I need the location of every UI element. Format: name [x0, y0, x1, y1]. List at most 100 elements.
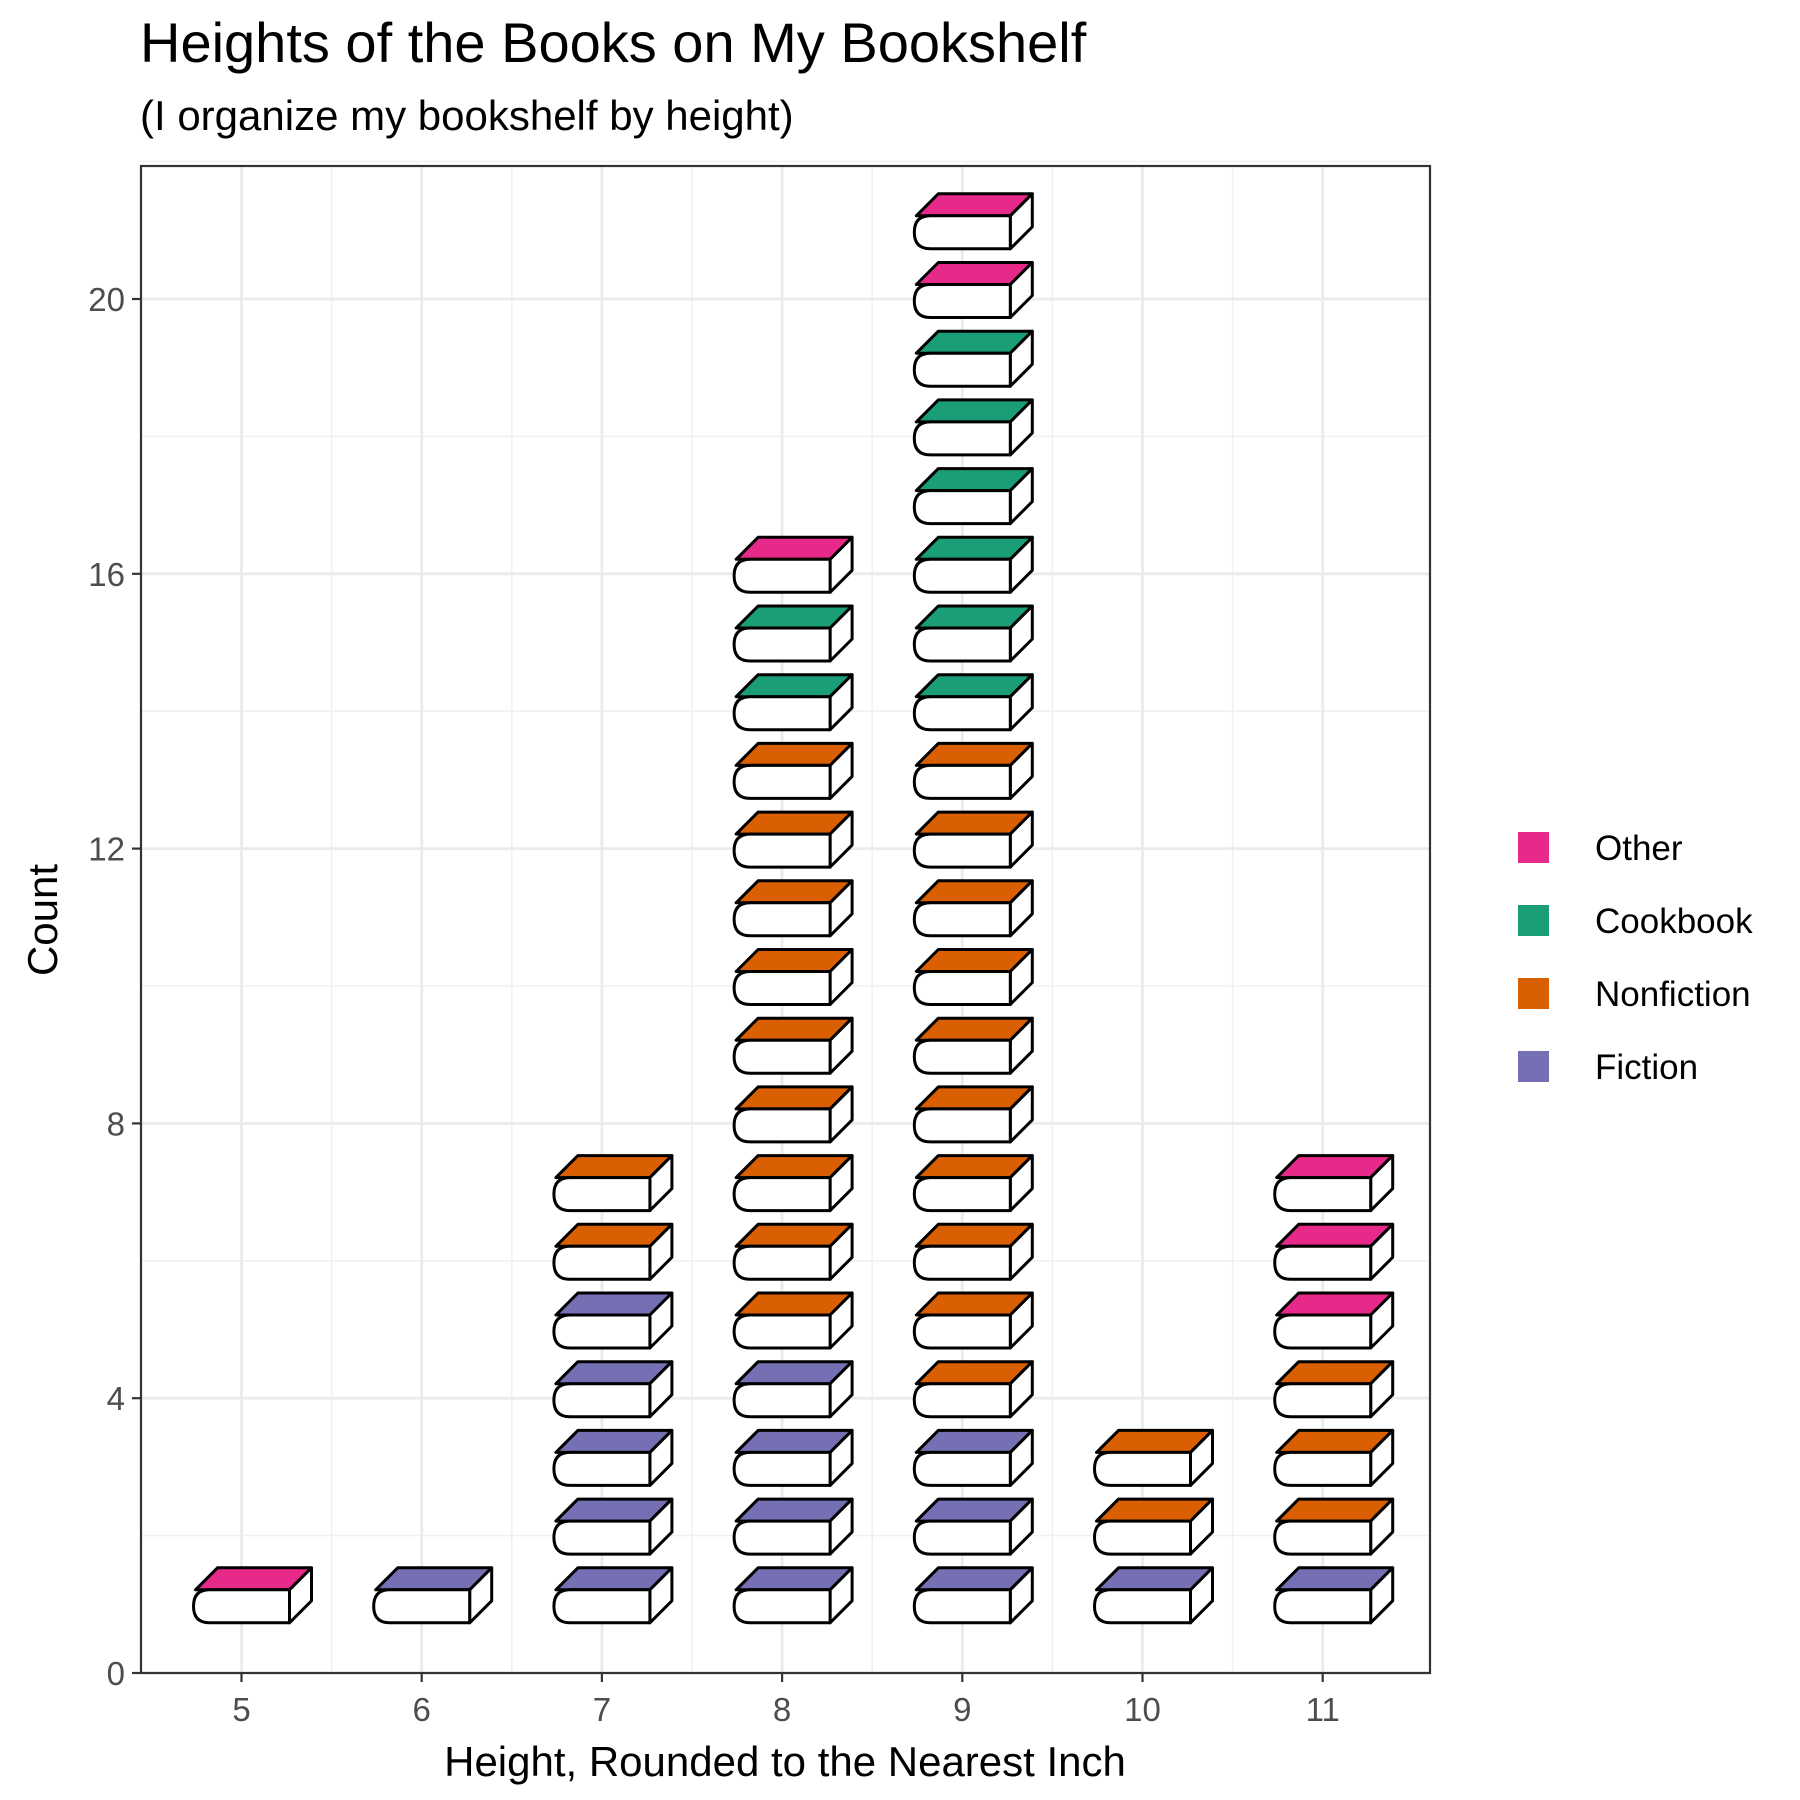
- book-nonfiction: [912, 1085, 1034, 1144]
- book-glyphs: [192, 192, 1395, 1625]
- book-nonfiction: [1273, 1360, 1395, 1419]
- book-spine: [912, 1519, 1012, 1556]
- book-spine: [552, 1313, 652, 1350]
- book-nonfiction: [732, 810, 854, 869]
- book-other: [192, 1566, 313, 1625]
- book-nonfiction: [732, 1016, 854, 1075]
- book-spine: [552, 1382, 652, 1419]
- book-fiction: [552, 1566, 674, 1625]
- x-tick-label: 6: [413, 1691, 431, 1728]
- book-spine: [912, 832, 1012, 869]
- book-nonfiction: [912, 948, 1034, 1006]
- x-tick-label: 9: [953, 1691, 971, 1728]
- book-spine: [912, 283, 1012, 319]
- book-cookbook: [912, 398, 1034, 457]
- book-nonfiction: [912, 810, 1034, 869]
- book-fiction: [552, 1360, 674, 1419]
- book-spine: [1273, 1450, 1373, 1487]
- book-cookbook: [732, 604, 854, 663]
- chart-subtitle: (I organize my bookshelf by height): [140, 92, 794, 139]
- book-spine: [912, 420, 1012, 457]
- book-nonfiction: [912, 879, 1034, 938]
- book-fiction: [1273, 1566, 1395, 1625]
- book-other: [1273, 1154, 1395, 1213]
- book-spine: [912, 1588, 1012, 1625]
- book-spine: [912, 901, 1012, 938]
- book-spine: [732, 1519, 832, 1556]
- book-spine: [732, 901, 832, 938]
- book-fiction: [912, 1566, 1034, 1625]
- book-other: [1273, 1291, 1395, 1350]
- book-nonfiction: [732, 1154, 854, 1213]
- book-spine: [552, 1588, 652, 1625]
- book-spine: [732, 1313, 832, 1350]
- book-fiction: [552, 1497, 674, 1556]
- y-axis-title: Count: [19, 864, 66, 976]
- book-nonfiction: [732, 1291, 854, 1350]
- book-spine: [732, 763, 832, 800]
- book-spine: [912, 1244, 1012, 1281]
- book-spine: [912, 695, 1012, 732]
- x-tick-label: 11: [1306, 1691, 1340, 1728]
- legend-label-cookbook: Cookbook: [1595, 902, 1753, 941]
- book-nonfiction: [912, 741, 1034, 800]
- book-nonfiction: [912, 1222, 1034, 1281]
- book-nonfiction: [1093, 1497, 1214, 1556]
- book-nonfiction: [732, 1222, 854, 1281]
- book-spine: [552, 1244, 652, 1281]
- book-spine: [732, 1450, 832, 1487]
- chart-title: Heights of the Books on My Bookshelf: [140, 11, 1087, 74]
- plot-border: [139, 164, 1432, 1675]
- y-tick-label: 0: [107, 1655, 125, 1692]
- book-nonfiction: [732, 948, 854, 1006]
- book-nonfiction: [1273, 1497, 1395, 1556]
- book-cookbook: [912, 329, 1034, 388]
- book-spine: [1273, 1176, 1373, 1213]
- book-cookbook: [912, 604, 1034, 663]
- book-spine: [912, 1107, 1012, 1144]
- book-spine: [912, 214, 1012, 251]
- book-spine: [1273, 1313, 1373, 1350]
- book-spine: [1273, 1588, 1373, 1625]
- book-spine: [912, 1038, 1012, 1075]
- book-other: [912, 192, 1034, 251]
- book-fiction: [732, 1497, 854, 1556]
- book-fiction: [552, 1291, 674, 1350]
- book-spine: [732, 832, 832, 869]
- book-spine: [1273, 1382, 1373, 1419]
- book-spine: [1273, 1244, 1373, 1281]
- book-cookbook: [912, 467, 1034, 526]
- book-spine: [732, 695, 832, 732]
- book-spine: [912, 351, 1012, 388]
- legend-label-nonfiction: Nonfiction: [1595, 975, 1751, 1014]
- y-tick-label: 4: [107, 1380, 125, 1417]
- book-nonfiction: [732, 1085, 854, 1144]
- book-spine: [912, 557, 1012, 594]
- book-spine: [552, 1519, 652, 1556]
- book-spine: [912, 1450, 1012, 1487]
- book-fiction: [552, 1428, 674, 1487]
- book-spine: [912, 763, 1012, 800]
- book-other: [1273, 1222, 1395, 1281]
- legend-key-other: [1518, 832, 1549, 863]
- book-cookbook: [912, 535, 1034, 594]
- book-spine: [1273, 1519, 1373, 1556]
- book-fiction: [912, 1497, 1034, 1556]
- book-nonfiction: [1273, 1428, 1395, 1487]
- y-axis: 0 4 8 12 16 20: [88, 281, 141, 1692]
- book-spine: [732, 1038, 832, 1075]
- book-nonfiction: [912, 1154, 1034, 1213]
- book-spine: [1093, 1450, 1192, 1487]
- book-nonfiction: [912, 1016, 1034, 1075]
- book-spine: [912, 1313, 1012, 1350]
- minor-gridlines: [141, 160, 1430, 1673]
- book-nonfiction: [552, 1154, 674, 1213]
- book-spine: [192, 1588, 291, 1625]
- book-spine: [732, 970, 832, 1006]
- book-spine: [732, 1588, 832, 1625]
- x-tick-label: 10: [1124, 1691, 1161, 1728]
- legend-key-fiction: [1518, 1051, 1549, 1082]
- x-axis-title: Height, Rounded to the Nearest Inch: [444, 1738, 1126, 1785]
- legend-label-fiction: Fiction: [1595, 1048, 1698, 1087]
